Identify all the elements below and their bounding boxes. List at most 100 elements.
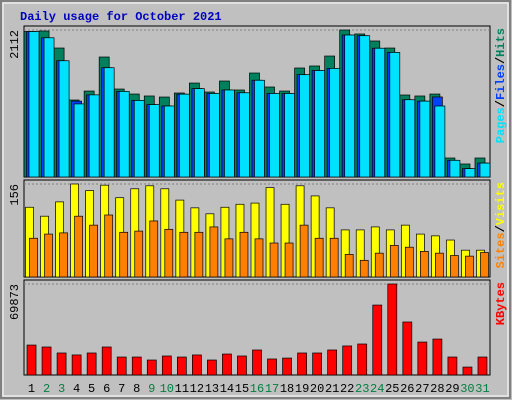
- bar: [284, 93, 295, 178]
- bar: [207, 359, 217, 376]
- bar: [119, 231, 129, 278]
- legend-entry: Hits: [494, 28, 508, 57]
- bar: [389, 245, 399, 278]
- bar: [89, 224, 98, 278]
- bar: [224, 238, 234, 278]
- x-tick-label: 29: [445, 382, 459, 396]
- bar: [163, 105, 175, 178]
- x-tick-label: 14: [220, 382, 234, 396]
- bar: [465, 255, 474, 278]
- bar: [104, 214, 114, 278]
- chart-title: Daily usage for October 2021: [20, 10, 222, 24]
- legend-separator: /: [494, 225, 508, 232]
- bar: [329, 68, 341, 178]
- legend-entry: Sites: [494, 232, 508, 268]
- bar: [344, 253, 354, 278]
- bar: [447, 356, 458, 376]
- bar: [43, 37, 55, 178]
- bar: [419, 100, 431, 178]
- bar: [58, 60, 70, 178]
- bar: [420, 251, 429, 278]
- bar: [224, 89, 235, 178]
- x-tick-label: 5: [88, 382, 95, 396]
- bar: [327, 349, 338, 376]
- bar: [312, 352, 322, 376]
- x-tick-label: 30: [460, 382, 474, 396]
- x-tick-label: 11: [175, 382, 189, 396]
- bar: [131, 356, 142, 376]
- bar: [74, 215, 83, 278]
- bar: [192, 354, 202, 376]
- legend-entry: KBytes: [494, 282, 508, 325]
- bar: [194, 231, 204, 278]
- x-tick-label: 20: [310, 382, 324, 396]
- bar: [71, 354, 82, 376]
- bar: [44, 233, 53, 278]
- x-tick-label: 7: [118, 382, 125, 396]
- bar: [389, 52, 401, 178]
- bar: [164, 228, 174, 278]
- bar: [178, 93, 190, 178]
- bar: [86, 352, 97, 376]
- bar: [297, 352, 307, 376]
- x-tick-label: 24: [370, 382, 384, 396]
- legend-separator: /: [494, 100, 508, 107]
- bar: [239, 231, 249, 278]
- x-tick-label: 26: [400, 382, 414, 396]
- bar: [404, 246, 414, 278]
- x-tick-label: 22: [340, 382, 354, 396]
- bar: [432, 338, 443, 376]
- bar: [372, 304, 383, 376]
- x-tick-label: 18: [280, 382, 294, 396]
- frame-bevel: [2, 2, 509, 397]
- bar: [59, 232, 68, 278]
- bar: [101, 346, 112, 376]
- legend-separator: /: [494, 57, 508, 64]
- x-tick-label: 6: [103, 382, 110, 396]
- bar: [435, 252, 444, 278]
- bar: [209, 93, 220, 178]
- x-tick-label: 13: [205, 382, 219, 396]
- bar: [41, 346, 52, 376]
- x-tick-label: 17: [265, 382, 279, 396]
- bar: [329, 237, 339, 278]
- legend-entry: Files: [494, 64, 508, 100]
- bar: [88, 94, 100, 178]
- bar: [402, 321, 413, 376]
- bar: [450, 255, 459, 278]
- x-tick-label: 1: [28, 382, 35, 396]
- bar: [73, 103, 85, 178]
- bar: [404, 99, 416, 178]
- bar: [374, 252, 384, 278]
- x-tick-label: 28: [430, 382, 444, 396]
- bar: [269, 242, 279, 278]
- bar: [252, 349, 262, 376]
- x-tick-label: 8: [133, 382, 140, 396]
- bar: [28, 31, 40, 178]
- bar: [449, 159, 461, 178]
- bar: [374, 47, 386, 178]
- bar: [477, 356, 488, 376]
- bar: [26, 344, 37, 376]
- bar: [344, 34, 356, 178]
- bar: [359, 35, 371, 178]
- x-tick-label: 3: [58, 382, 65, 396]
- x-tick-label: 31: [475, 382, 489, 396]
- x-tick-label: 19: [295, 382, 309, 396]
- bar: [134, 230, 144, 278]
- bar: [29, 237, 38, 278]
- bar: [161, 355, 172, 376]
- bar: [103, 67, 115, 178]
- bar: [299, 74, 310, 178]
- bar: [209, 226, 219, 278]
- legend-entry: Pages: [494, 107, 508, 143]
- bar: [222, 353, 232, 376]
- x-tick-label: 27: [415, 382, 429, 396]
- bar: [462, 366, 473, 376]
- x-tick-label: 9: [148, 382, 155, 396]
- bar: [342, 345, 353, 376]
- bar: [118, 91, 130, 178]
